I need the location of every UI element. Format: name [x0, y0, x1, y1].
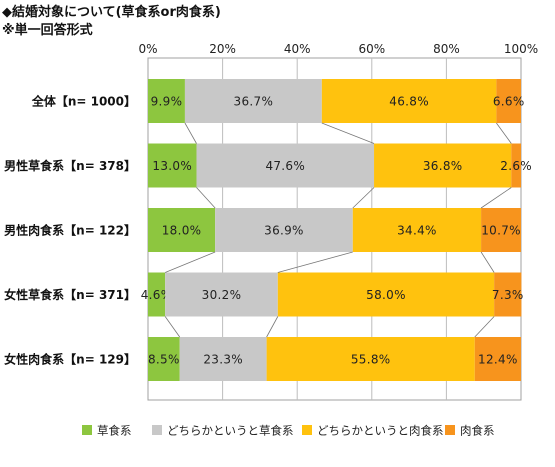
x-tick-label: 40%	[284, 42, 311, 56]
data-label: 36.9%	[264, 224, 304, 238]
series-connector-line	[474, 316, 495, 338]
legend-swatch	[82, 425, 92, 435]
x-tick-label: 0%	[138, 42, 157, 56]
x-tick-label: 80%	[433, 42, 460, 56]
bar-segment	[148, 143, 197, 188]
chart-subtitle: ※単一回答形式	[2, 23, 93, 38]
data-label: 10.7%	[481, 224, 521, 238]
legend-label: どちらかというと草食系	[167, 424, 294, 438]
data-label: 18.0%	[162, 224, 202, 238]
data-label: 9.9%	[151, 95, 183, 109]
bar-segment	[148, 272, 166, 317]
bar-segment	[266, 337, 475, 381]
series-connector-line	[266, 316, 279, 338]
category-label: 女性草食系【n= 371】	[4, 287, 136, 302]
series-connector-line	[480, 251, 495, 273]
data-label: 8.5%	[148, 353, 180, 367]
data-label: 34.4%	[397, 224, 437, 238]
data-label: 36.8%	[423, 159, 463, 173]
bar-segment	[215, 208, 353, 252]
chart-title: ◆結婚対象について(草食系or肉食系)	[2, 5, 221, 20]
data-label: 36.7%	[234, 95, 274, 109]
category-label: 男性草食系【n= 378】	[4, 158, 136, 173]
series-connector-line	[277, 251, 353, 273]
data-label: 46.8%	[389, 95, 429, 109]
legend-swatch	[445, 425, 455, 435]
bar-segment	[148, 337, 180, 381]
series-connector-line	[184, 122, 197, 144]
data-label: 23.3%	[203, 353, 243, 367]
bar-segment	[179, 337, 267, 381]
bar-segment	[184, 79, 322, 123]
data-label: 13.0%	[152, 159, 192, 173]
bar-segment	[374, 143, 512, 188]
data-label: 58.0%	[366, 288, 406, 302]
bar-segment	[474, 337, 521, 381]
bar-segment	[148, 208, 216, 252]
x-tick-label: 100%	[504, 42, 538, 56]
x-tick-label: 60%	[358, 42, 385, 56]
data-label: 4.6%	[141, 288, 173, 302]
bar-segment	[496, 79, 521, 123]
bar-segment	[481, 208, 521, 252]
legend-label: どちらかというと肉食系	[317, 424, 444, 438]
data-label: 7.3%	[492, 288, 524, 302]
series-connector-line	[196, 187, 216, 209]
data-label: 12.4%	[478, 353, 518, 367]
category-label: 男性肉食系【n= 122】	[4, 223, 136, 238]
bar-segment	[196, 143, 375, 188]
data-label: 6.6%	[493, 95, 525, 109]
data-label: 55.8%	[351, 353, 391, 367]
data-label: 47.6%	[265, 159, 305, 173]
category-label: 女性肉食系【n= 129】	[4, 352, 136, 367]
series-connector-line	[164, 316, 181, 338]
series-connector-line	[352, 187, 375, 209]
legend-label: 草食系	[97, 424, 132, 438]
series-connector-line	[496, 122, 512, 144]
legend-swatch	[152, 425, 162, 435]
legend-label: 肉食系	[460, 424, 495, 438]
bar-segment	[321, 79, 497, 123]
series-connector-line	[321, 122, 375, 144]
legend-swatch	[302, 425, 312, 435]
bar-segment	[494, 272, 522, 317]
series-connector-line	[165, 251, 216, 273]
bar-segment	[277, 272, 495, 317]
bar-segment	[511, 143, 521, 188]
bar-segment	[165, 272, 278, 317]
bar-segment	[148, 79, 185, 123]
series-connector-line	[480, 187, 512, 209]
data-label: 30.2%	[202, 288, 242, 302]
x-tick-label: 20%	[209, 42, 236, 56]
data-label: 2.6%	[500, 159, 532, 173]
bar-segment	[352, 208, 482, 252]
category-label: 全体【n= 1000】	[31, 94, 136, 109]
